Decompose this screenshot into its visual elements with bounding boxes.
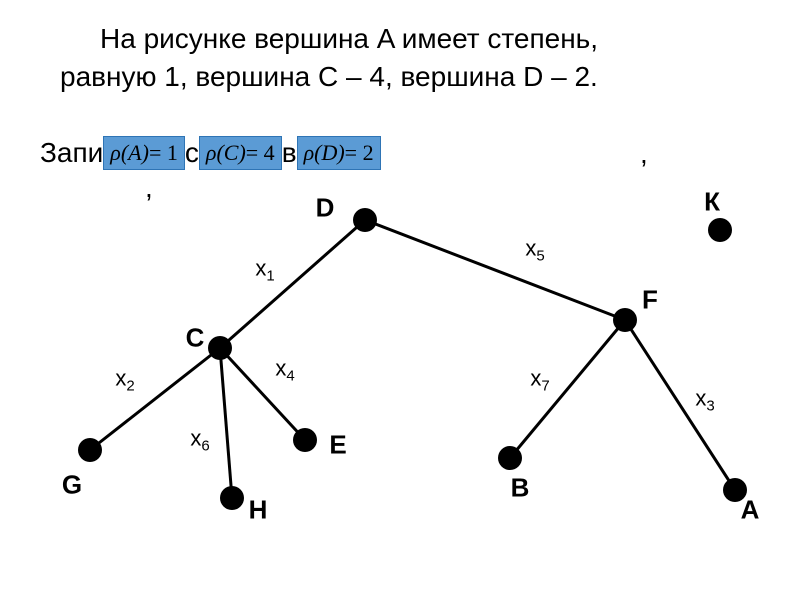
formula-val: = 2 <box>345 140 374 166</box>
node-label-H: H <box>249 495 268 526</box>
node-C <box>208 336 232 360</box>
formula-val: = 1 <box>149 140 178 166</box>
node-K <box>708 218 732 242</box>
node-label-D: D <box>316 193 335 224</box>
edge-label-x5: x5 <box>525 235 544 264</box>
formula-prefix: Запи <box>40 137 103 169</box>
formula-mid-2: в <box>282 137 297 169</box>
edge-label-x3: x3 <box>695 385 714 414</box>
edge-x5 <box>365 220 625 320</box>
formula-rho-d: ρ (D) = 2 <box>297 136 381 170</box>
formula-rho-a: ρ (A) = 1 <box>103 136 185 170</box>
edge-label-x2: x2 <box>115 365 134 394</box>
edge-label-x7: x7 <box>530 365 549 394</box>
node-label-F: F <box>642 285 658 316</box>
edge-x7 <box>510 320 625 458</box>
formula-rho-c: ρ (C) = 4 <box>199 136 282 170</box>
graph-container: x1 x5 x2 x4 x6 x7 x3 D К F C E G H B A <box>0 190 800 600</box>
formula-arg: (A) <box>121 140 149 166</box>
formula-mid-1: с <box>185 137 199 169</box>
node-label-C: C <box>186 323 205 354</box>
node-label-K: К <box>704 187 720 218</box>
node-label-E: E <box>329 430 346 461</box>
intro-line-2: равную 1, вершина C – 4, вершина D – 2. <box>60 58 760 96</box>
node-D <box>353 208 377 232</box>
node-F <box>613 308 637 332</box>
rho-symbol: ρ <box>206 140 217 166</box>
edge-x6 <box>220 348 232 498</box>
formula-row: Запи ρ (A) = 1 с ρ (C) = 4 в ρ (D) = 2 <box>40 135 760 171</box>
node-label-G: G <box>62 470 82 501</box>
page-root: На рисунке вершина A имеет степень, равн… <box>0 0 800 600</box>
formula-arg: (C) <box>216 140 245 166</box>
intro-line-1: На рисунке вершина A имеет степень, <box>60 20 760 58</box>
edge-x1 <box>220 220 365 348</box>
node-B <box>498 446 522 470</box>
formula-arg: (D) <box>314 140 345 166</box>
trailing-comma-1: , <box>640 138 648 170</box>
node-G <box>78 438 102 462</box>
node-H <box>220 486 244 510</box>
edge-label-x4: x4 <box>275 355 294 384</box>
node-label-B: B <box>511 473 530 504</box>
formula-val: = 4 <box>246 140 275 166</box>
node-label-A: A <box>741 495 760 526</box>
edge-label-x6: x6 <box>190 425 209 454</box>
intro-text: На рисунке вершина A имеет степень, равн… <box>60 20 760 96</box>
rho-symbol: ρ <box>110 140 121 166</box>
edge-label-x1: x1 <box>255 255 274 284</box>
edge-x3 <box>625 320 735 490</box>
node-E <box>293 428 317 452</box>
graph-edges-svg <box>0 190 800 600</box>
rho-symbol: ρ <box>304 140 315 166</box>
